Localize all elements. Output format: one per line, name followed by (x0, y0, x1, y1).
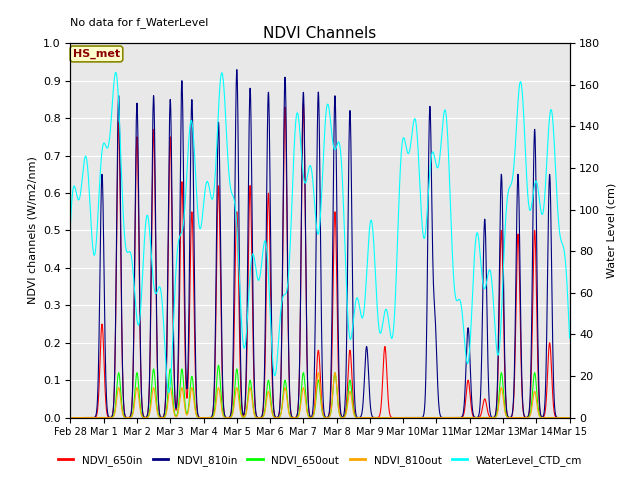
NDVI_810in (566, 415, 573, 420)
Title: NDVI Channels: NDVI Channels (264, 25, 376, 41)
NDVI_810out (566, 415, 573, 420)
NDVI_650in (67, 415, 74, 420)
NDVI_650in (465, 381, 473, 387)
Line: NDVI_650in: NDVI_650in (70, 104, 570, 418)
Line: NDVI_810in: NDVI_810in (70, 70, 570, 418)
NDVI_810out (522, 415, 530, 420)
WaterLevel_CTD_cm (536, 200, 543, 205)
WaterLevel_CTD_cm (112, 70, 120, 75)
NDVI_810out (67, 415, 74, 420)
WaterLevel_CTD_cm (335, 139, 342, 145)
NDVI_650in (334, 357, 342, 362)
WaterLevel_CTD_cm (465, 354, 473, 360)
NDVI_810out (334, 402, 342, 408)
WaterLevel_CTD_cm (67, 223, 74, 228)
NDVI_650out (215, 362, 223, 368)
NDVI_810in (465, 330, 472, 336)
NDVI_810in (522, 415, 529, 420)
NDVI_650out (522, 415, 530, 420)
Line: NDVI_810out: NDVI_810out (70, 372, 570, 418)
NDVI_810out (536, 414, 543, 420)
NDVI_650in (205, 415, 213, 420)
NDVI_650out (334, 402, 342, 408)
NDVI_810out (465, 415, 473, 420)
WaterLevel_CTD_cm (566, 336, 573, 341)
Line: NDVI_650out: NDVI_650out (70, 365, 570, 418)
NDVI_650in (522, 415, 530, 420)
NDVI_650out (566, 415, 573, 420)
Line: WaterLevel_CTD_cm: WaterLevel_CTD_cm (70, 72, 570, 393)
NDVI_810in (536, 400, 543, 406)
NDVI_650out (67, 415, 74, 420)
NDVI_650in (536, 408, 543, 413)
NDVI_650out (422, 415, 429, 420)
NDVI_650in (422, 415, 430, 420)
NDVI_650out (205, 415, 213, 420)
WaterLevel_CTD_cm (522, 159, 530, 165)
NDVI_810in (67, 415, 74, 420)
Text: No data for f_WaterLevel: No data for f_WaterLevel (70, 17, 209, 28)
NDVI_650out (465, 415, 473, 420)
NDVI_810out (422, 415, 429, 420)
WaterLevel_CTD_cm (346, 332, 353, 338)
NDVI_810out (205, 415, 213, 420)
NDVI_650in (345, 354, 353, 360)
WaterLevel_CTD_cm (165, 390, 173, 396)
Text: HS_met: HS_met (73, 49, 120, 59)
NDVI_810out (331, 370, 339, 375)
NDVI_810in (345, 140, 353, 145)
NDVI_650in (300, 101, 307, 107)
NDVI_810out (345, 391, 353, 397)
Y-axis label: NDVI channels (W/m2/nm): NDVI channels (W/m2/nm) (28, 156, 37, 304)
NDVI_650out (536, 413, 543, 419)
NDVI_650out (345, 381, 353, 387)
Y-axis label: Water Level (cm): Water Level (cm) (606, 183, 616, 278)
NDVI_810in (233, 67, 241, 72)
NDVI_810in (205, 415, 213, 420)
NDVI_650in (566, 415, 573, 420)
NDVI_810in (334, 324, 342, 329)
WaterLevel_CTD_cm (206, 189, 214, 195)
Legend: NDVI_650in, NDVI_810in, NDVI_650out, NDVI_810out, WaterLevel_CTD_cm: NDVI_650in, NDVI_810in, NDVI_650out, NDV… (54, 451, 586, 470)
